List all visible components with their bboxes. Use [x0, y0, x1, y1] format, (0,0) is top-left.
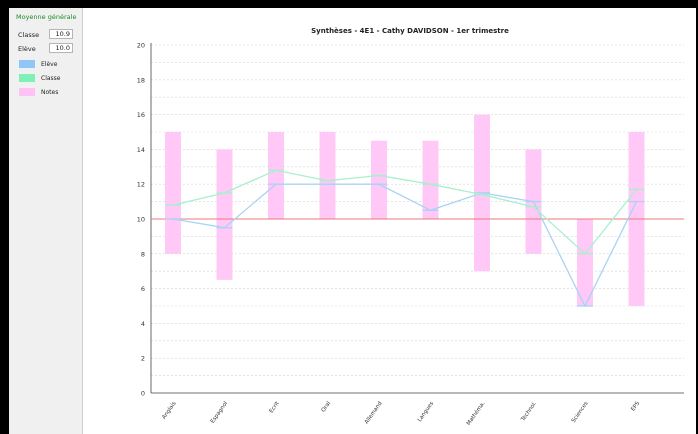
window-frame-top [0, 0, 698, 8]
notes-range-bar [577, 219, 593, 306]
moyenne-generale-title: Moyenne générale [16, 13, 77, 21]
eleve-average-field[interactable]: 10.0 [49, 43, 73, 53]
legend-item-notes: Notes [19, 88, 83, 97]
chart-title: Synthèses - 4E1 - Cathy DAVIDSON - 1er t… [311, 27, 509, 35]
legend-label-eleve: Elève [41, 61, 58, 68]
y-tick-label: 14 [137, 146, 145, 154]
x-axis-category-labels: Anglais Espagnol Ecrit Oral Allemand Langues M… [161, 400, 641, 427]
notes-range-bar [268, 132, 284, 219]
x-category-label: Allemand [364, 401, 384, 426]
notes-range-bar [422, 140, 439, 219]
y-tick-label: 20 [137, 42, 145, 50]
x-category-label: Technol. [520, 401, 539, 424]
y-axis-tick-labels: 0 2 4 6 8 10 12 14 16 18 20 [137, 42, 145, 398]
notes-range-bar [319, 132, 336, 219]
series-lines [165, 169, 645, 308]
legend-label-notes: Notes [41, 89, 59, 96]
series-line-classe [172, 169, 638, 255]
x-category-label: Sciences [571, 401, 590, 424]
x-category-label: Espagnol [210, 400, 230, 424]
legend-swatch-eleve [19, 60, 35, 68]
notes-range-bar [371, 140, 387, 219]
legend-swatch-classe [19, 74, 35, 82]
classe-average-field[interactable]: 10.9 [49, 29, 73, 39]
y-tick-label: 0 [141, 390, 145, 398]
window-frame-left [0, 0, 9, 434]
x-category-label: Mathéma. [465, 400, 487, 427]
y-tick-label: 6 [141, 285, 145, 293]
x-category-label: Langues [417, 401, 435, 424]
x-category-label: Ecrit [269, 400, 282, 414]
y-tick-label: 18 [137, 76, 145, 84]
sidebar-panel: Moyenne générale Classe 10.9 Elève 10.0 … [9, 8, 83, 434]
notes-range-bar [216, 149, 233, 280]
synthese-chart: Synthèses - 4E1 - Cathy DAVIDSON - 1er t… [137, 27, 684, 427]
window-frame-right [696, 0, 698, 434]
legend-label-classe: Classe [41, 75, 61, 82]
y-tick-label: 4 [141, 320, 145, 328]
y-tick-label: 10 [137, 216, 145, 224]
y-tick-label: 12 [137, 181, 145, 189]
classe-average-label: Classe [18, 31, 40, 39]
notes-range-bars [165, 114, 645, 306]
eleve-average-row: Elève 10.0 [18, 43, 82, 54]
classe-average-row: Classe 10.9 [18, 29, 82, 40]
eleve-average-label: Elève [18, 45, 36, 53]
y-tick-label: 2 [141, 355, 145, 363]
x-category-label: EPS [630, 400, 641, 412]
x-category-label: Oral [321, 400, 333, 413]
y-tick-label: 8 [141, 250, 145, 258]
notes-range-bar [165, 132, 181, 254]
legend-swatch-notes [19, 88, 35, 96]
grid-lines [150, 43, 684, 394]
y-tick-label: 16 [137, 111, 145, 119]
series-line-elve [172, 183, 638, 308]
legend-item-classe: Classe [19, 74, 83, 83]
legend-item-eleve: Elève [19, 60, 83, 69]
x-category-label: Anglais [161, 401, 177, 421]
